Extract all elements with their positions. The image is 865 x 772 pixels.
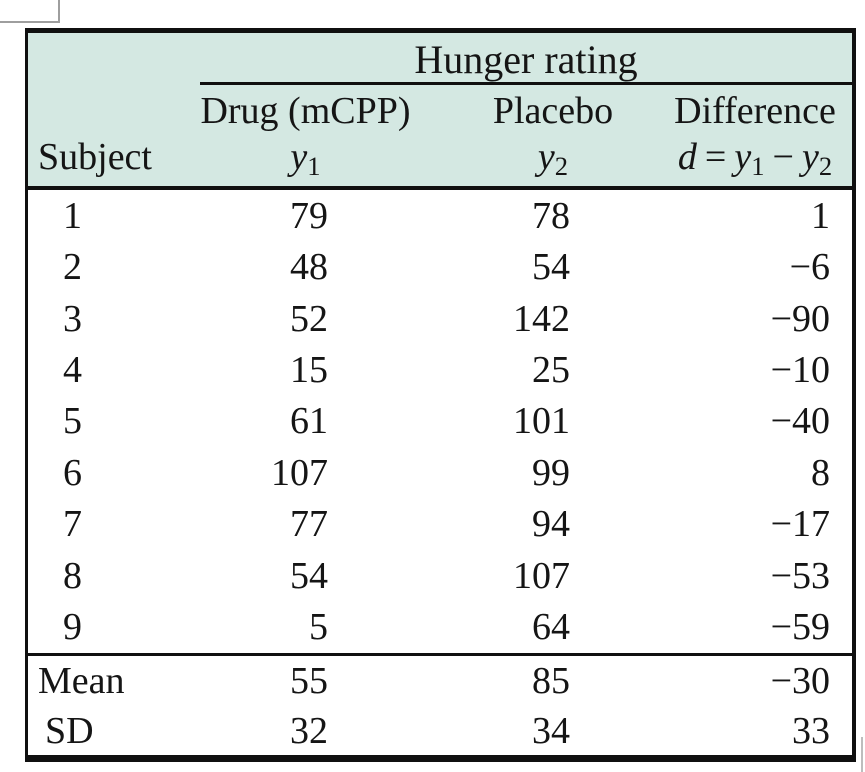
hunger-rating-table: Hunger rating Subject Drug (mCPP) Placeb… (25, 28, 856, 762)
column-headers: Subject Drug (mCPP) Placebo Difference y… (28, 89, 852, 181)
cell-y1: 79 (290, 194, 328, 237)
spanner-title: Hunger rating (414, 37, 638, 82)
window-corner-artifact (0, 0, 60, 23)
cell-y2: 142 (513, 297, 570, 340)
cell-y1: 107 (271, 451, 328, 494)
cell-y2: 101 (513, 400, 570, 443)
table-row: 3 52 142 −90 (28, 293, 852, 344)
column-symbol-y1: y1 (290, 136, 321, 181)
cell-subject: 4 (63, 349, 82, 392)
cell-subject: 5 (63, 400, 82, 443)
cell-difference: −10 (770, 349, 830, 392)
cell-y1: 15 (290, 349, 328, 392)
table-row: SD 32 34 33 (28, 706, 852, 756)
column-header-subject: Subject (38, 136, 152, 178)
cell-subject: 2 (63, 246, 82, 289)
cell-y2: 78 (532, 194, 570, 237)
table-row: 4 15 25 −10 (28, 344, 852, 395)
cell-difference: 8 (811, 451, 830, 494)
cell-y1: 55 (290, 660, 328, 702)
cell-difference: −59 (770, 606, 830, 649)
cell-difference: −40 (770, 400, 830, 443)
column-symbol-y2: y2 (537, 136, 569, 181)
cell-y1: 77 (290, 503, 328, 546)
cell-subject: 9 (63, 606, 82, 649)
cell-subject: 1 (63, 194, 82, 237)
cell-y2: 94 (532, 503, 570, 546)
column-header-placebo: Placebo (492, 90, 614, 132)
column-header-difference: Difference (674, 90, 836, 132)
cell-difference: 33 (792, 710, 830, 752)
cell-difference: −90 (770, 297, 830, 340)
cell-y2: 85 (532, 660, 570, 702)
table-row: 7 77 94 −17 (28, 499, 852, 550)
cell-y2: 54 (532, 246, 570, 289)
cell-summary-label: Mean (38, 660, 125, 702)
cell-subject: 7 (63, 503, 82, 546)
table-body: 1 79 78 1 2 48 54 −6 3 52 142 −90 4 15 2… (28, 190, 852, 653)
cell-subject: 6 (63, 451, 82, 494)
cell-difference: 1 (811, 194, 830, 237)
cell-y1: 54 (290, 554, 328, 597)
page-edge-artifact (861, 737, 863, 772)
cell-y2: 64 (532, 606, 570, 649)
spanner-underline (200, 82, 852, 85)
cell-subject: 8 (63, 554, 82, 597)
cell-y1: 48 (290, 246, 328, 289)
table-row: 6 107 99 8 (28, 447, 852, 498)
cell-difference: −30 (770, 660, 830, 702)
table-summary: Mean 55 85 −30 SD 32 34 33 (28, 656, 852, 756)
cell-subject: 3 (63, 297, 82, 340)
table-row: Mean 55 85 −30 (28, 656, 852, 706)
table-row: 5 61 101 −40 (28, 396, 852, 447)
column-symbol-difference-formula: d = y1− y2 (677, 136, 833, 181)
table-header: Hunger rating Subject Drug (mCPP) Placeb… (28, 33, 852, 190)
cell-y1: 5 (309, 606, 328, 649)
summary-separator-rule (28, 653, 852, 656)
cell-y1: 61 (290, 400, 328, 443)
cell-y1: 52 (290, 297, 328, 340)
cell-summary-label: SD (45, 710, 94, 752)
cell-difference: −6 (789, 246, 830, 289)
cell-y2: 25 (532, 349, 570, 392)
table-row: 2 48 54 −6 (28, 241, 852, 292)
cell-difference: −17 (770, 503, 830, 546)
column-header-drug: Drug (mCPP) (200, 90, 411, 132)
cell-difference: −53 (770, 554, 830, 597)
cell-y2: 34 (532, 710, 570, 752)
cell-y2: 107 (513, 554, 570, 597)
table-row: 1 79 78 1 (28, 190, 852, 241)
table-row: 8 54 107 −53 (28, 550, 852, 601)
table-row: 9 5 64 −59 (28, 602, 852, 653)
cell-y2: 99 (532, 451, 570, 494)
cell-y1: 32 (290, 710, 328, 752)
